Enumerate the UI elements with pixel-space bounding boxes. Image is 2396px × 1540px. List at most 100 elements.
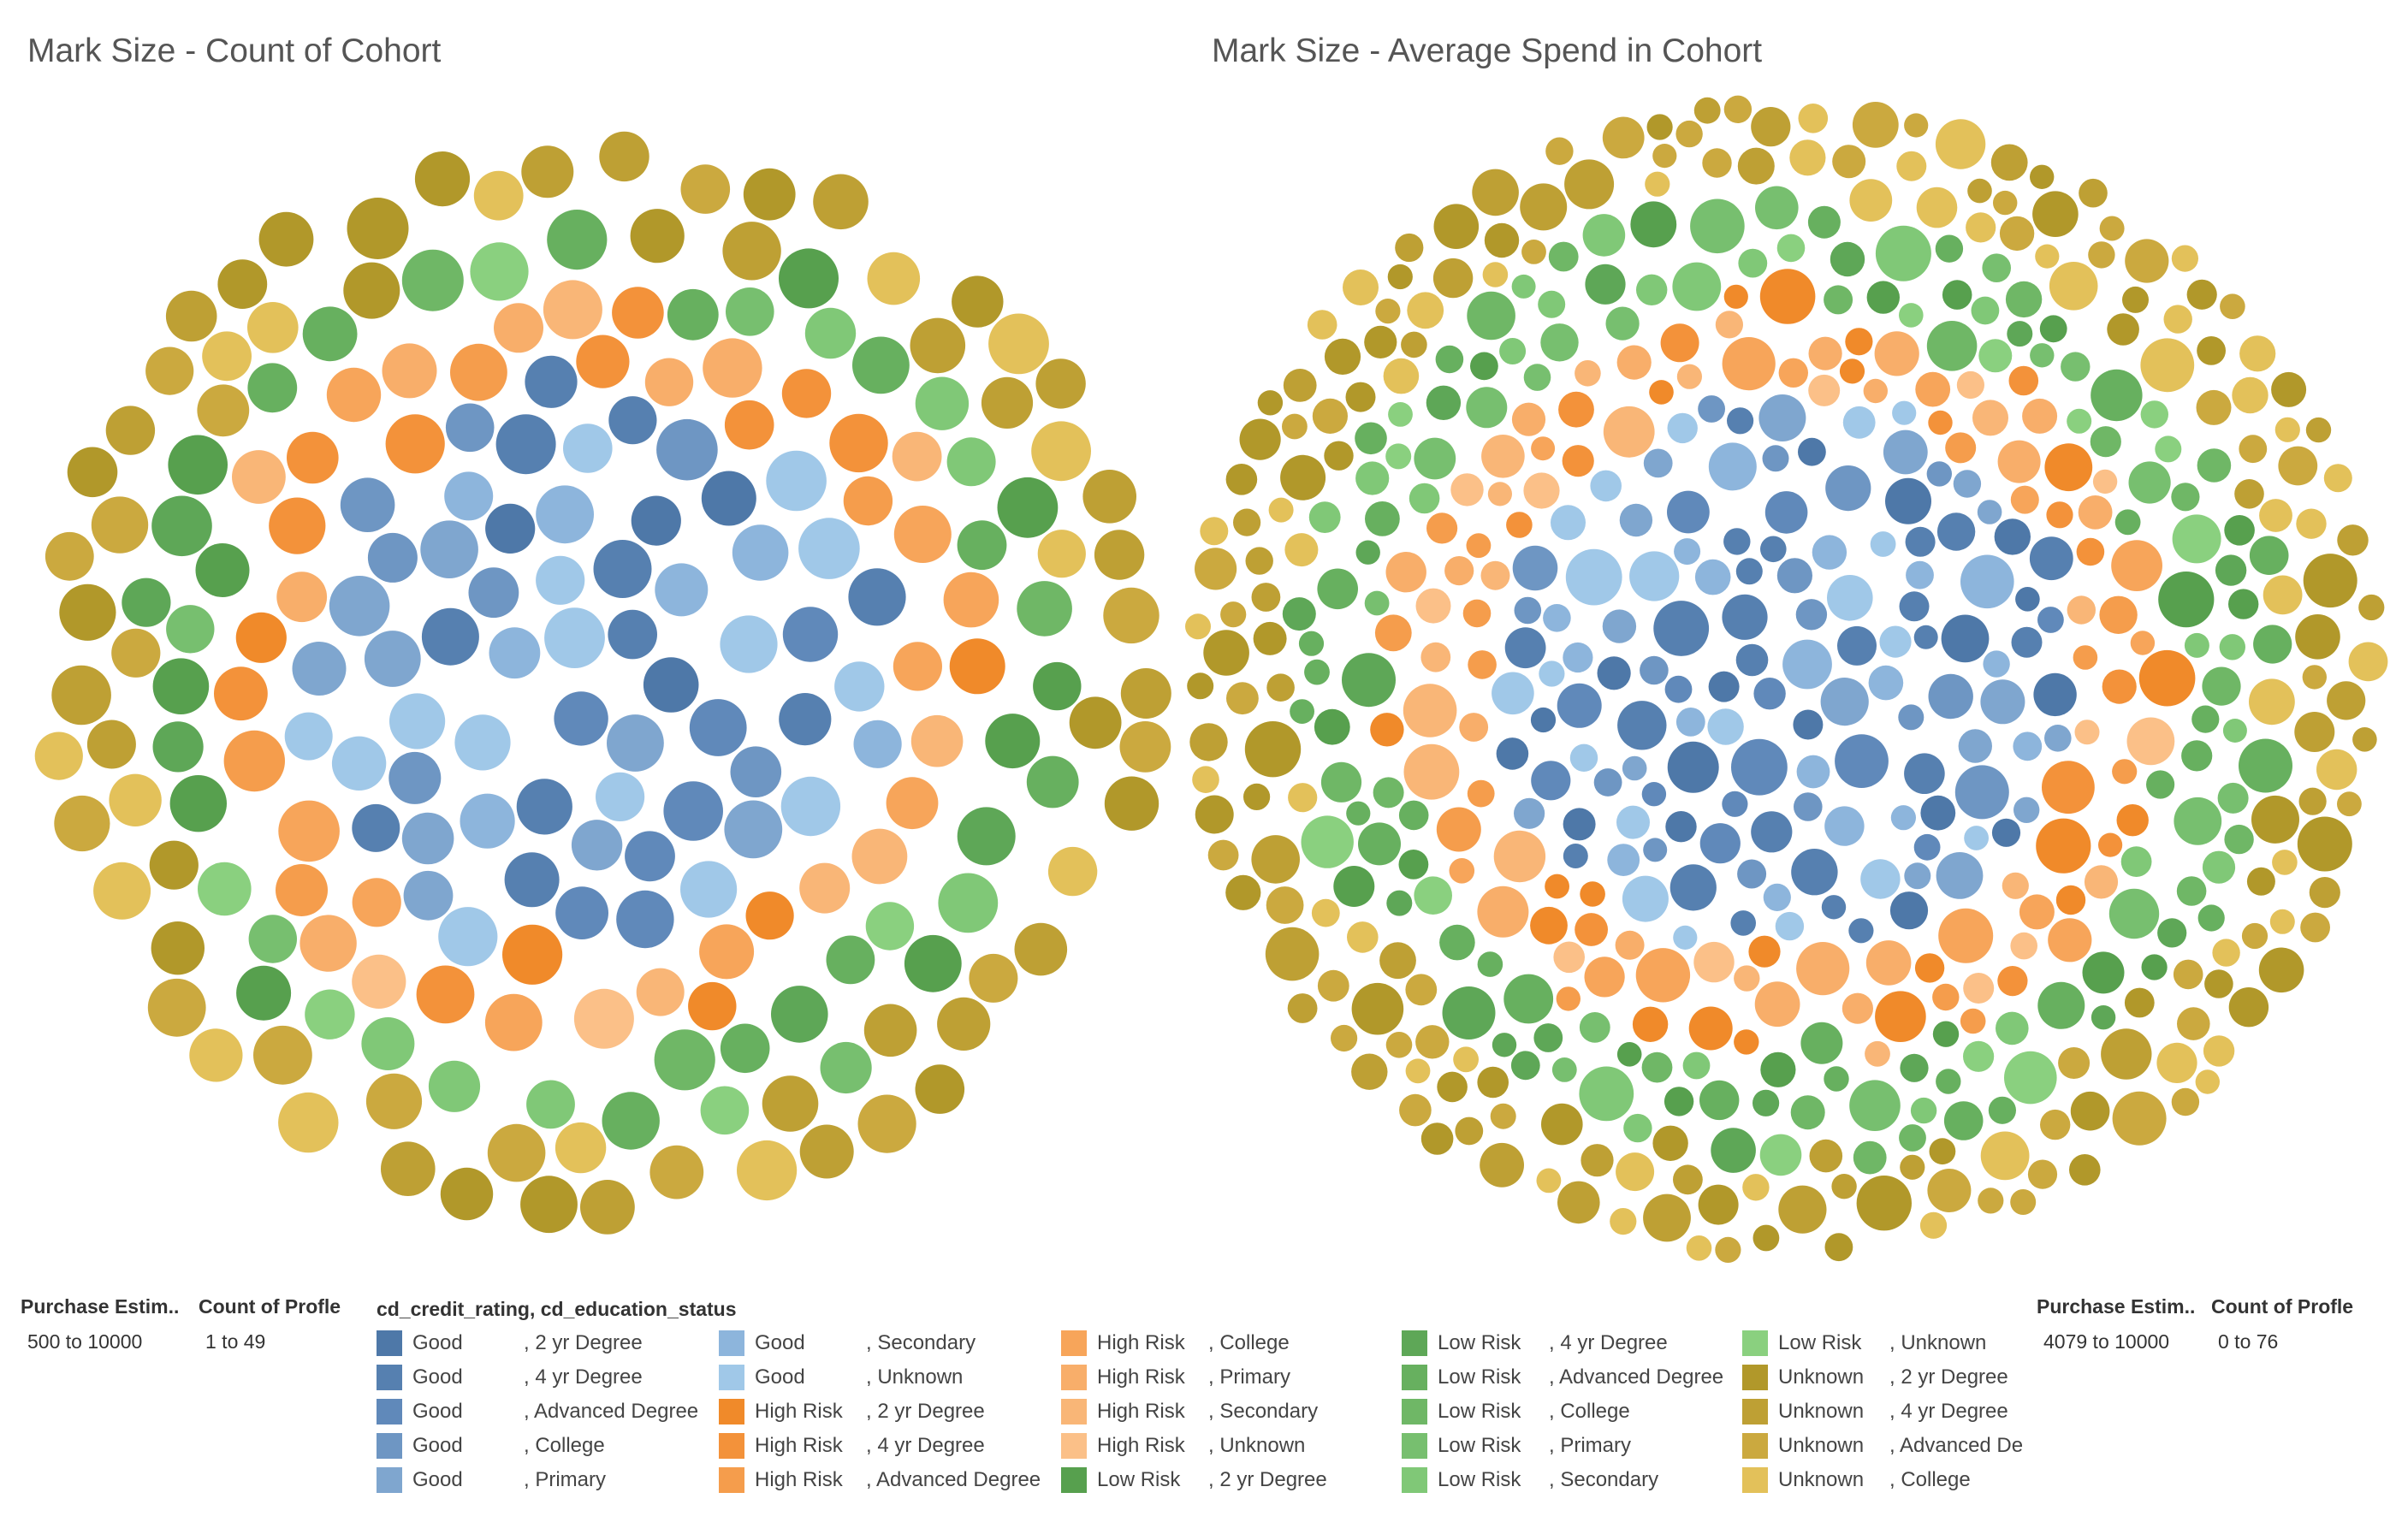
bubble-mark[interactable] [1812, 535, 1847, 570]
bubble-mark[interactable] [1342, 653, 1396, 708]
bubble-mark[interactable] [1345, 382, 1376, 412]
bubble-mark[interactable] [867, 252, 921, 305]
bubble-mark[interactable] [300, 915, 357, 972]
bubble-mark[interactable] [780, 776, 841, 837]
bubble-mark[interactable] [67, 447, 118, 498]
bubble-mark[interactable] [1673, 1164, 1703, 1195]
bubble-mark[interactable] [1487, 482, 1512, 506]
bubble-mark[interactable] [2327, 681, 2366, 720]
bubble-mark[interactable] [1575, 913, 1608, 946]
bubble-mark[interactable] [1997, 966, 2028, 997]
bubble-mark[interactable] [1694, 559, 1731, 595]
bubble-mark[interactable] [2091, 369, 2143, 422]
bubble-mark[interactable] [1676, 364, 1702, 389]
bubble-mark[interactable] [149, 840, 199, 890]
bubble-mark[interactable] [1365, 501, 1400, 536]
bubble-mark[interactable] [904, 934, 962, 992]
bubble-mark[interactable] [1722, 337, 1776, 391]
bubble-mark[interactable] [2239, 738, 2292, 793]
bubble-mark[interactable] [1730, 910, 1756, 936]
bubble-mark[interactable] [1963, 973, 1995, 1004]
bubble-mark[interactable] [1991, 818, 2021, 847]
bubble-mark[interactable] [555, 1122, 607, 1174]
bubble-mark[interactable] [543, 280, 602, 340]
bubble-mark[interactable] [1932, 1021, 1960, 1047]
bubble-mark[interactable] [1557, 683, 1602, 728]
bubble-mark[interactable] [2271, 371, 2307, 407]
bubble-mark[interactable] [2107, 313, 2139, 346]
bubble-mark[interactable] [1763, 883, 1791, 911]
bubble-mark[interactable] [2228, 987, 2269, 1028]
bubble-mark[interactable] [1403, 743, 1460, 800]
bubble-mark[interactable] [720, 615, 778, 673]
bubble-mark[interactable] [2044, 443, 2093, 492]
legend-item[interactable]: High Risk , 4 yr Degree [719, 1429, 1041, 1463]
bubble-mark[interactable] [949, 638, 1005, 695]
bubble-mark[interactable] [1856, 1176, 1912, 1231]
bubble-mark[interactable] [414, 151, 471, 207]
bubble-mark[interactable] [2249, 678, 2295, 726]
bubble-mark[interactable] [892, 431, 942, 482]
bubble-mark[interactable] [1351, 1053, 1388, 1090]
legend-item[interactable]: Unknown , 2 yr Degree [1742, 1360, 2023, 1395]
bubble-mark[interactable] [1958, 729, 1992, 763]
bubble-mark[interactable] [1938, 908, 1994, 963]
bubble-mark[interactable] [2112, 1091, 2167, 1146]
bubble-mark[interactable] [1037, 530, 1086, 578]
bubble-mark[interactable] [1842, 406, 1876, 439]
bubble-mark[interactable] [1664, 1087, 1694, 1116]
bubble-mark[interactable] [820, 1041, 872, 1094]
bubble-mark[interactable] [952, 275, 1004, 328]
bubble-mark[interactable] [1688, 1006, 1733, 1051]
bubble-mark[interactable] [2015, 587, 2040, 612]
bubble-mark[interactable] [1723, 95, 1753, 123]
bubble-mark[interactable] [1664, 675, 1693, 703]
bubble-mark[interactable] [1433, 204, 1480, 249]
bubble-mark[interactable] [152, 658, 210, 714]
bubble-mark[interactable] [1910, 1097, 1937, 1124]
bubble-mark[interactable] [1288, 783, 1318, 813]
bubble-mark[interactable] [2122, 286, 2149, 313]
bubble-mark[interactable] [636, 968, 685, 1016]
bubble-mark[interactable] [1789, 139, 1826, 176]
bubble-mark[interactable] [1900, 1053, 1929, 1082]
bubble-mark[interactable] [1551, 1057, 1577, 1082]
bubble-mark[interactable] [703, 338, 762, 398]
bubble-mark[interactable] [536, 555, 585, 605]
bubble-mark[interactable] [1480, 560, 1510, 590]
bubble-mark[interactable] [2158, 572, 2215, 628]
bubble-mark[interactable] [798, 518, 860, 579]
bubble-mark[interactable] [2046, 501, 2073, 529]
bubble-mark[interactable] [2348, 642, 2388, 682]
bubble-mark[interactable] [1615, 930, 1645, 960]
legend-item[interactable]: High Risk , College [1061, 1326, 1327, 1360]
legend-item[interactable]: Low Risk , Primary [1402, 1429, 1723, 1463]
bubble-mark[interactable] [2173, 959, 2203, 990]
bubble-mark[interactable] [2157, 918, 2187, 948]
purchase-estimate-filter-right[interactable]: Purchase Estim.. 4079 to 10000 [2037, 1295, 2195, 1353]
bubble-mark[interactable] [2098, 832, 2123, 857]
bubble-mark[interactable] [2010, 1189, 2037, 1215]
bubble-mark[interactable] [1496, 737, 1529, 770]
bubble-mark[interactable] [1935, 119, 1986, 169]
bubble-mark[interactable] [1672, 262, 1722, 311]
bubble-mark[interactable] [1775, 911, 1805, 941]
bubble-mark[interactable] [1699, 823, 1741, 864]
bubble-mark[interactable] [197, 862, 252, 916]
bubble-mark[interactable] [1308, 501, 1341, 533]
bubble-mark[interactable] [893, 642, 942, 691]
bubble-mark[interactable] [444, 471, 494, 521]
bubble-mark[interactable] [367, 532, 418, 583]
bubble-mark[interactable] [1800, 1022, 1843, 1064]
bubble-mark[interactable] [2197, 336, 2227, 365]
bubble-mark[interactable] [2298, 787, 2327, 815]
bubble-mark[interactable] [428, 1060, 481, 1112]
bubble-mark[interactable] [1187, 672, 1214, 700]
bubble-mark[interactable] [607, 714, 664, 772]
bubble-mark[interactable] [276, 572, 328, 623]
legend-item[interactable]: Good , 4 yr Degree [377, 1360, 698, 1395]
bubble-mark[interactable] [1698, 1184, 1739, 1225]
bubble-mark[interactable] [2005, 281, 2043, 318]
bubble-mark[interactable] [1682, 1051, 1711, 1080]
bubble-mark[interactable] [401, 812, 454, 865]
